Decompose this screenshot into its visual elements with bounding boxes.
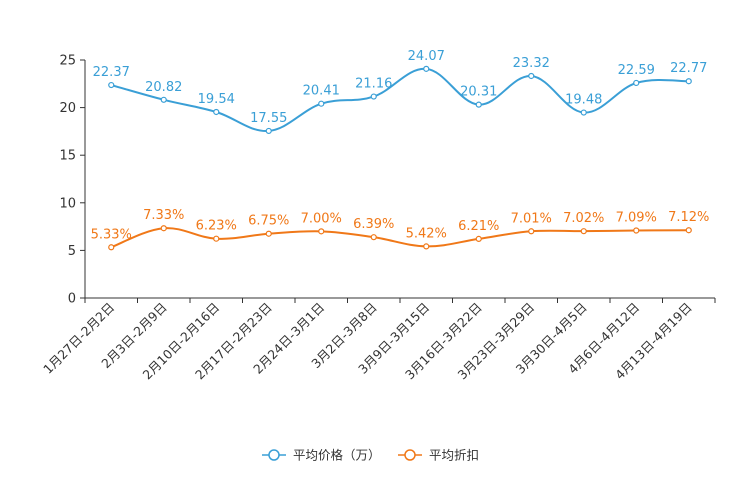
discount-series-data-label: 7.01%	[511, 211, 552, 226]
legend-marker-icon	[404, 449, 416, 461]
discount-series-point[interactable]	[423, 243, 430, 250]
discount-series-point[interactable]	[108, 244, 115, 251]
discount-series-data-label: 6.23%	[196, 219, 237, 234]
price-series-point[interactable]	[160, 96, 167, 103]
price-series-data-label: 22.37	[93, 65, 130, 80]
price-series-data-label: 19.54	[198, 92, 235, 107]
discount-series-point[interactable]	[160, 225, 167, 232]
price-series-point[interactable]	[318, 100, 325, 107]
discount-series-point[interactable]	[685, 227, 692, 234]
price-series-point[interactable]	[370, 93, 377, 100]
discount-series-point[interactable]	[633, 227, 640, 234]
price-series-data-label: 22.77	[670, 61, 707, 76]
y-tick-label: 0	[68, 292, 76, 307]
discount-series-point[interactable]	[528, 228, 535, 235]
discount-series-data-label: 6.21%	[458, 219, 499, 234]
price-series-point[interactable]	[423, 65, 430, 72]
discount-series-data-label: 5.42%	[406, 226, 447, 241]
price-series-data-label: 20.41	[303, 84, 340, 99]
discount-series-point[interactable]	[580, 228, 587, 235]
legend-marker-icon	[268, 449, 280, 461]
discount-series-data-label: 7.33%	[143, 208, 184, 223]
y-tick-label: 25	[59, 54, 76, 69]
price-series-point[interactable]	[108, 81, 115, 89]
y-tick-label: 20	[59, 101, 76, 116]
y-tick-label: 15	[59, 149, 76, 164]
discount-series-point[interactable]	[213, 235, 220, 242]
discount-series-data-label: 7.09%	[616, 211, 657, 226]
price-series-data-label: 24.07	[408, 49, 445, 64]
y-tick-label: 10	[59, 196, 76, 211]
data-label-layer: 22.37 20.82 19.54 17.55 20.41 21.16 24.07 20.31…	[91, 49, 710, 242]
legend-label: 平均价格（万）	[293, 448, 381, 463]
discount-series-point[interactable]	[265, 230, 272, 237]
legend-item-price[interactable]: 平均价格（万）	[262, 448, 381, 463]
price-series-point[interactable]	[528, 72, 535, 80]
discount-series-data-label: 7.00%	[301, 211, 342, 226]
price-series-data-label: 21.16	[355, 77, 392, 92]
series-layer	[108, 65, 692, 251]
legend-item-discount[interactable]: 平均折扣	[398, 448, 479, 463]
discount-series-data-label: 7.12%	[668, 210, 709, 225]
discount-series-data-label: 5.33%	[91, 227, 132, 242]
legend[interactable]: 平均价格（万） 平均折扣	[262, 448, 479, 463]
price-series-point[interactable]	[633, 79, 640, 87]
price-series-point[interactable]	[475, 101, 482, 108]
price-series-point[interactable]	[213, 108, 220, 116]
price-series-data-label: 19.48	[565, 93, 602, 108]
discount-series-line	[110, 227, 689, 249]
discount-series-point[interactable]	[318, 228, 325, 235]
price-series-data-label: 20.82	[145, 80, 182, 95]
price-series-data-label: 17.55	[250, 111, 287, 126]
discount-series-data-label: 6.39%	[353, 217, 394, 232]
price-series-point[interactable]	[265, 127, 272, 135]
discount-series-point[interactable]	[475, 235, 482, 242]
discount-series-data-label: 6.75%	[248, 214, 289, 229]
price-series-point[interactable]	[685, 78, 692, 85]
discount-series-point[interactable]	[370, 234, 377, 241]
price-series-data-label: 20.31	[460, 85, 497, 100]
y-tick-label: 5	[68, 244, 76, 259]
price-series-point[interactable]	[580, 109, 587, 116]
price-series-data-label: 22.59	[618, 63, 655, 78]
price-series-data-label: 23.32	[513, 56, 550, 71]
discount-series-data-label: 7.02%	[563, 211, 604, 226]
legend-label: 平均折扣	[429, 448, 479, 463]
